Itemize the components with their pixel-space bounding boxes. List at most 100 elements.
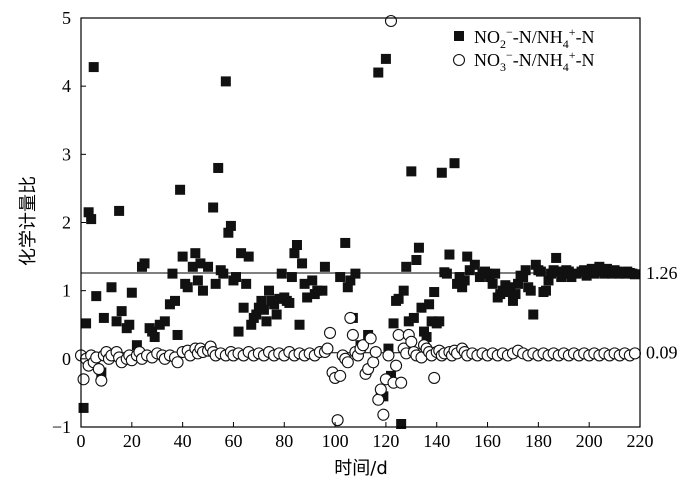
data-point-no2 <box>426 316 437 327</box>
data-point-no2 <box>424 299 435 310</box>
data-point-no2 <box>393 293 404 304</box>
data-point-no2 <box>236 248 247 259</box>
data-point-no2 <box>187 261 198 272</box>
data-point-no3 <box>344 311 357 324</box>
data-point-no2 <box>190 248 201 259</box>
data-point-no3 <box>372 393 385 406</box>
plot-area <box>74 14 641 429</box>
y-tick-label: 3 <box>62 144 71 164</box>
data-point-no2 <box>629 269 640 280</box>
data-point-no2 <box>553 266 564 277</box>
data-point-no3 <box>395 376 408 389</box>
data-point-no2 <box>497 285 508 296</box>
y-tick-label: 4 <box>62 76 71 96</box>
data-point-no2 <box>490 268 501 279</box>
data-point-no2 <box>380 53 391 64</box>
x-axis: 0 20 40 60 80 100 120 140 160 180 200 220 <box>77 422 654 451</box>
data-point-no2 <box>401 261 412 272</box>
data-point-no2 <box>530 259 541 270</box>
data-point-no2 <box>302 292 313 303</box>
data-point-no2 <box>294 319 305 330</box>
data-point-no2 <box>208 202 219 213</box>
data-point-no3 <box>364 332 377 345</box>
data-point-no3 <box>92 363 105 376</box>
data-point-no2 <box>243 251 254 262</box>
data-point-no2 <box>350 268 361 279</box>
data-point-no3 <box>384 14 398 28</box>
data-point-no2 <box>507 295 518 306</box>
legend-marker-no3 <box>452 53 466 67</box>
data-point-no3 <box>321 342 334 355</box>
data-point-no2 <box>579 265 590 276</box>
data-point-no2 <box>436 167 447 178</box>
data-point-no2 <box>408 312 419 323</box>
data-point-no2 <box>469 259 480 270</box>
data-point-no2 <box>528 309 539 320</box>
data-point-no2 <box>253 302 264 313</box>
y-tick-label: 0 <box>62 349 71 369</box>
data-point-no2 <box>256 295 267 306</box>
data-point-no2 <box>485 272 496 283</box>
data-point-no2 <box>197 285 208 296</box>
data-point-no2 <box>114 205 125 216</box>
data-point-no2 <box>269 299 280 310</box>
data-point-no3 <box>382 349 395 362</box>
data-point-no2 <box>342 282 353 293</box>
data-point-no2 <box>378 391 389 402</box>
data-point-no2 <box>182 282 193 293</box>
data-point-no3 <box>369 345 382 359</box>
y-tick-label: 5 <box>62 8 71 28</box>
data-point-no2 <box>271 309 282 320</box>
data-point-no2 <box>177 251 188 262</box>
data-point-no2 <box>548 265 559 276</box>
data-point-no2 <box>403 316 414 327</box>
data-point-no2 <box>261 316 272 327</box>
legend-label-no3: NO3−-N/NH4+-N <box>474 48 595 74</box>
x-tick-label: 220 <box>627 431 654 451</box>
data-point-no2 <box>286 272 297 283</box>
data-point-no2 <box>398 285 409 296</box>
y-tick-label: −1 <box>52 417 71 437</box>
data-point-no3 <box>171 356 184 369</box>
data-point-no2 <box>124 319 135 330</box>
data-point-no2 <box>419 326 430 337</box>
data-point-no2 <box>111 316 122 327</box>
data-point-no2 <box>520 265 531 276</box>
legend: NO2−-N/NH4+-N NO3−-N/NH4+-N <box>452 25 595 74</box>
data-point-no2 <box>540 285 551 296</box>
data-point-no2 <box>233 326 244 337</box>
reference-line-labels: 1.26 0.09 <box>646 263 678 363</box>
data-point-no2 <box>505 282 516 293</box>
data-point-no3 <box>390 359 403 372</box>
data-point-no2 <box>147 326 158 337</box>
data-point-no2 <box>116 306 127 317</box>
data-point-no2 <box>81 318 92 329</box>
data-point-no2 <box>444 249 455 260</box>
data-point-no2 <box>230 272 241 283</box>
data-point-no2 <box>335 272 346 283</box>
data-point-no2 <box>510 289 521 300</box>
data-point-no2 <box>464 265 475 276</box>
data-point-no3 <box>334 369 347 382</box>
x-axis-title: 时间/d <box>334 458 388 479</box>
data-point-no3 <box>405 335 418 348</box>
data-point-no2 <box>385 370 396 381</box>
data-point-no2 <box>434 316 445 327</box>
reference-line-label: 1.26 <box>646 263 678 283</box>
data-point-no3 <box>628 347 641 360</box>
y-tick-label: 1 <box>62 281 71 301</box>
data-point-no2 <box>225 220 236 231</box>
data-point-no2 <box>241 278 252 289</box>
data-point-no2 <box>139 258 150 269</box>
data-point-no2 <box>276 268 287 279</box>
reference-line-label: 0.09 <box>646 343 678 363</box>
data-point-no2 <box>566 272 577 283</box>
legend-marker-no2 <box>454 31 464 41</box>
data-point-no2 <box>452 278 463 289</box>
data-point-no2 <box>383 343 394 354</box>
data-point-no2 <box>413 242 424 253</box>
data-point-no2 <box>319 261 330 272</box>
data-point-no2 <box>307 275 318 286</box>
x-tick-label: 40 <box>174 431 192 451</box>
data-point-no3 <box>374 383 387 396</box>
